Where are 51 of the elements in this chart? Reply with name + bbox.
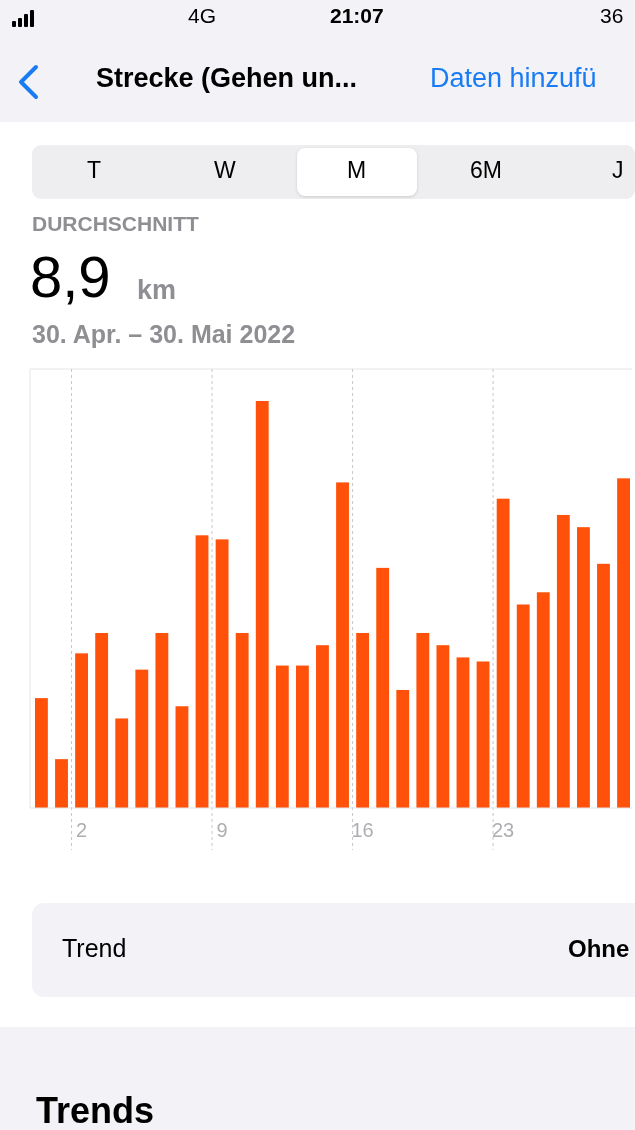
bar xyxy=(396,689,410,808)
x-tick-label: 16 xyxy=(351,819,374,842)
bar xyxy=(175,706,189,808)
text: Trend xyxy=(62,934,127,963)
bar xyxy=(496,498,510,808)
bar xyxy=(295,665,309,808)
bar xyxy=(35,698,48,808)
bar xyxy=(215,539,229,808)
bar xyxy=(55,759,68,808)
bar xyxy=(255,401,269,808)
bar xyxy=(436,645,450,808)
bar xyxy=(275,665,289,808)
text: M xyxy=(347,157,367,184)
bar xyxy=(115,718,129,808)
x-tick-label: 2 xyxy=(76,819,88,842)
bar xyxy=(316,645,329,808)
text: 21:07 xyxy=(330,4,384,28)
text: Trends xyxy=(36,1090,155,1130)
text: W xyxy=(214,157,236,184)
bar xyxy=(516,604,530,808)
bar xyxy=(577,527,590,808)
bar xyxy=(556,514,570,808)
bar xyxy=(476,661,490,808)
bar xyxy=(195,535,209,808)
chart-subtitle: 30. Apr. – 30. Mai 2022 xyxy=(32,320,296,349)
x-tick-label: 23 xyxy=(492,819,515,842)
text: Ohne xyxy=(568,935,630,963)
text: J xyxy=(612,157,624,184)
bar xyxy=(235,632,249,808)
bar xyxy=(155,632,169,808)
text: T xyxy=(87,157,102,184)
text: 8,9 xyxy=(30,243,111,310)
bar xyxy=(617,478,630,808)
text: 36 xyxy=(600,4,624,28)
bar xyxy=(75,653,88,808)
bar xyxy=(135,669,149,808)
bar xyxy=(536,592,550,808)
text: 4G xyxy=(188,4,217,28)
bar xyxy=(416,632,430,808)
bar xyxy=(336,482,349,808)
bar xyxy=(376,567,390,808)
x-tick-label: 9 xyxy=(216,819,228,842)
bar xyxy=(95,632,109,808)
bar xyxy=(356,632,370,808)
text: km xyxy=(137,275,177,306)
text: 6M xyxy=(470,157,502,184)
bar xyxy=(456,657,470,808)
bar xyxy=(597,563,610,808)
text: DURCHSCHNITT xyxy=(32,212,199,236)
chart-title: Strecke (Gehen un... xyxy=(96,63,358,94)
text: Daten hinzufü xyxy=(430,63,597,94)
